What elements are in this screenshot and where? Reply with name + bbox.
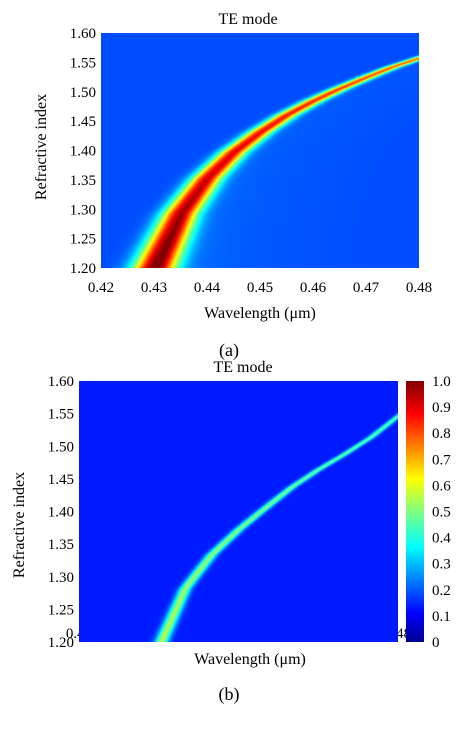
x-tick-label: 0.44 [194,280,221,296]
y-tick-label: 1.55 [48,407,74,423]
panel-b-plot [79,381,398,642]
x-tick-label: 0.43 [141,280,167,296]
colorbar-tick-label: 0.1 [432,609,451,625]
panel-a-y-tick-labels: 1.20 1.25 1.30 1.35 1.40 1.45 1.50 1.55 1.60 [70,26,96,277]
y-tick-label: 1.40 [70,144,96,160]
x-tick-label: 0.47 [353,280,380,296]
y-tick-label: 1.35 [70,173,96,189]
y-tick-label: 1.30 [48,570,74,586]
colorbar-tick-label: 0.8 [432,426,451,442]
x-tick-label: 0.45 [247,280,273,296]
panel-b-colorbar [406,381,424,642]
y-tick-label: 1.35 [48,537,74,553]
panel-a-x-tick-labels: 0.42 0.43 0.44 0.45 0.46 0.47 0.48 [88,280,432,296]
panel-b: TE mode Refractive index Wavelength (μm)… [11,359,451,705]
y-tick-label: 1.50 [48,439,74,455]
colorbar-tick-label: 0.3 [432,557,451,573]
panel-a-xlabel: Wavelength (μm) [204,305,316,322]
y-tick-label: 1.55 [70,55,96,71]
colorbar-tick-label: 0.9 [432,400,451,416]
y-tick-label: 1.20 [48,635,74,651]
panel-a-plot [101,33,419,268]
panel-b-y-tick-labels: 1.20 1.25 1.30 1.35 1.40 1.45 1.50 1.55 1.60 [48,374,74,651]
colorbar-tick-label: 0.5 [432,505,451,521]
y-tick-label: 1.60 [48,374,74,390]
panel-b-ylabel: Refractive index [11,472,28,578]
panel-a-ylabel: Refractive index [33,94,50,200]
panel-b-caption: (b) [219,684,240,705]
x-tick-label: 0.48 [406,280,432,296]
y-tick-label: 1.45 [70,114,96,130]
panel-b-xlabel: Wavelength (μm) [194,651,306,668]
colorbar-tick-label: 0.4 [432,531,451,547]
y-tick-label: 1.45 [48,472,74,488]
y-tick-label: 1.30 [70,202,96,218]
panel-a-caption: (a) [219,340,239,361]
colorbar-tick-label: 0 [432,635,440,651]
panel-b-colorbar-tick-labels: 1.0 0.9 0.8 0.7 0.6 0.5 0.4 0.3 0.2 0.1 0 [432,374,451,651]
y-tick-label: 1.20 [70,261,96,277]
panel-a: TE mode Refractive index Wavelength (μm)… [33,11,432,361]
y-tick-label: 1.60 [70,26,96,42]
panel-a-heatmap [101,33,419,268]
x-tick-label: 0.42 [88,280,114,296]
y-tick-label: 1.25 [48,602,74,618]
colorbar-tick-label: 1.0 [432,374,451,390]
y-tick-label: 1.50 [70,85,96,101]
colorbar-tick-label: 0.7 [432,452,451,468]
colorbar-tick-label: 0.6 [432,478,451,494]
panel-b-heatmap [79,381,398,642]
panel-b-title: TE mode [213,359,272,376]
panel-a-title: TE mode [218,11,277,28]
colorbar-tick-label: 0.2 [432,583,451,599]
y-tick-label: 1.25 [70,232,96,248]
y-tick-label: 1.40 [48,505,74,521]
x-tick-label: 0.46 [300,280,327,296]
